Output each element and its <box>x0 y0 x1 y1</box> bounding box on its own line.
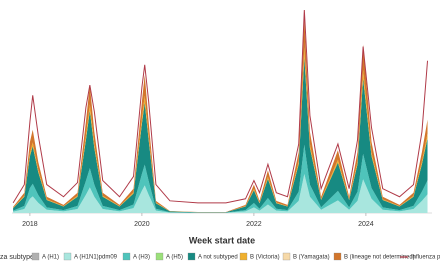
legend-label: A (H5) <box>166 255 183 261</box>
legend-swatch <box>63 252 72 261</box>
x-tick-label: 2020 <box>134 221 150 228</box>
legend-label: A (H1N1)pdm09 <box>74 255 118 261</box>
legend-label: A not subtyped <box>198 255 238 261</box>
legend-swatch <box>187 252 196 261</box>
legend-swatch <box>122 252 131 261</box>
legend-label: A (H1) <box>42 255 59 261</box>
x-tick-label: 2022 <box>246 221 262 228</box>
legend-label: B (lineage not determined) <box>344 255 415 261</box>
legend-label: A (H3) <box>133 255 150 261</box>
line <box>12 9 429 204</box>
legend-label: B (Yamagata) <box>293 255 330 261</box>
x-axis-title: Week start date <box>189 235 255 245</box>
legend-title: za subtype <box>0 254 34 261</box>
legend-swatch <box>282 252 291 261</box>
legend-swatch <box>155 252 164 261</box>
legend-swatch <box>333 252 342 261</box>
legend-label: Influenza percent p <box>411 255 440 261</box>
legend-swatch <box>31 252 40 261</box>
legend-label: B (Victoria) <box>250 255 280 261</box>
x-tick-label: 2018 <box>22 221 38 228</box>
x-tick-label: 2024 <box>358 221 374 228</box>
legend-swatch <box>239 252 248 261</box>
